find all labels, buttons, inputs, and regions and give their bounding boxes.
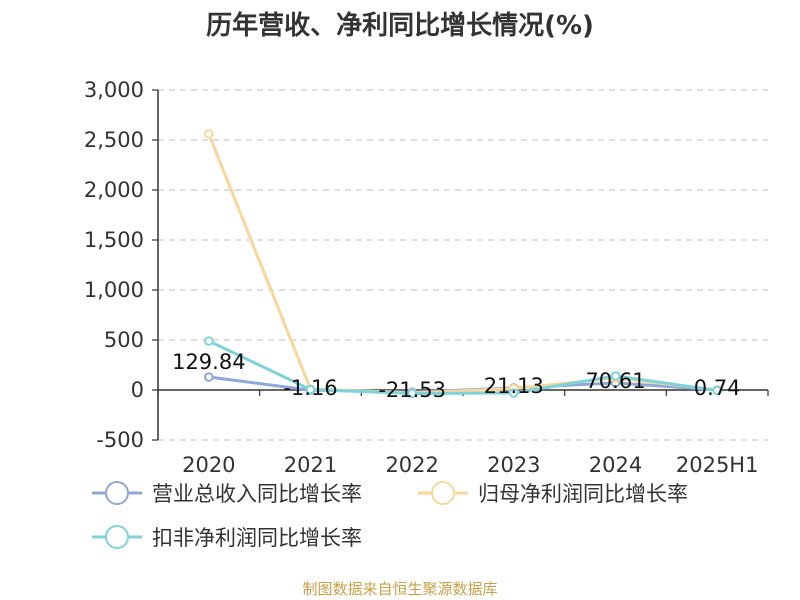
- y-tick-label: 2,500: [84, 128, 144, 152]
- gridlines: [158, 89, 768, 441]
- legend-label: 扣非净利润同比增长率: [152, 526, 362, 550]
- legend-marker: [105, 525, 129, 549]
- source-note: 制图数据来自恒生聚源数据库: [302, 580, 497, 598]
- data-label: 129.84: [172, 350, 245, 374]
- data-label: 21.13: [484, 374, 544, 398]
- data-label: 70.61: [585, 369, 645, 393]
- series-lines: [204, 129, 722, 399]
- data-label: -1.16: [283, 376, 337, 400]
- legend-marker: [431, 481, 455, 505]
- y-tick-label: 2,000: [84, 178, 144, 202]
- series-1: [204, 129, 722, 398]
- data-point[interactable]: [610, 371, 621, 381]
- x-tick-label: 2023: [487, 453, 540, 477]
- x-axis: 2020 2021 2022 2023 2024 2025H1: [157, 389, 769, 477]
- y-tick-label: -500: [96, 428, 144, 452]
- data-point[interactable]: [305, 384, 316, 395]
- x-tick-label: 2021: [284, 453, 337, 477]
- series-2: [204, 336, 722, 399]
- data-point[interactable]: [509, 388, 519, 398]
- chart-title: 历年营收、净利同比增长情况(%): [206, 10, 594, 41]
- data-labels: 129.84 -1.16 -21.53 21.13 70.61 0.74: [172, 350, 740, 402]
- y-tick-label: 1,500: [84, 228, 144, 252]
- data-point[interactable]: [712, 385, 722, 396]
- legend-marker: [105, 481, 129, 505]
- legend-label: 营业总收入同比增长率: [152, 482, 362, 506]
- data-label: 0.74: [694, 376, 741, 400]
- x-tick-label: 2022: [385, 453, 438, 477]
- legend-label: 归母净利润同比增长率: [478, 482, 688, 506]
- series-line: [207, 133, 718, 395]
- data-point[interactable]: [204, 372, 214, 382]
- y-tick-label: 1,000: [84, 278, 144, 302]
- y-tick-label: 500: [104, 328, 144, 352]
- data-label: -21.53: [378, 378, 446, 402]
- x-tick-label: 2024: [589, 453, 642, 477]
- series-line: [208, 339, 718, 395]
- y-tick-label: 0: [131, 378, 144, 402]
- x-tick-label: 2020: [182, 453, 235, 477]
- y-axis: -500 0 500 1,000 1,500 2,000 2,500 3,000: [84, 78, 159, 452]
- legend-item[interactable]: 营业总收入同比增长率: [92, 481, 362, 506]
- legend-item[interactable]: 归母净利润同比增长率: [418, 481, 688, 506]
- data-point[interactable]: [204, 129, 214, 139]
- x-tick-label: 2025H1: [676, 453, 759, 477]
- y-tick-label: 3,000: [84, 78, 144, 102]
- legend-item[interactable]: 扣非净利润同比增长率: [92, 525, 362, 550]
- data-point[interactable]: [204, 336, 214, 346]
- data-point[interactable]: [407, 388, 417, 399]
